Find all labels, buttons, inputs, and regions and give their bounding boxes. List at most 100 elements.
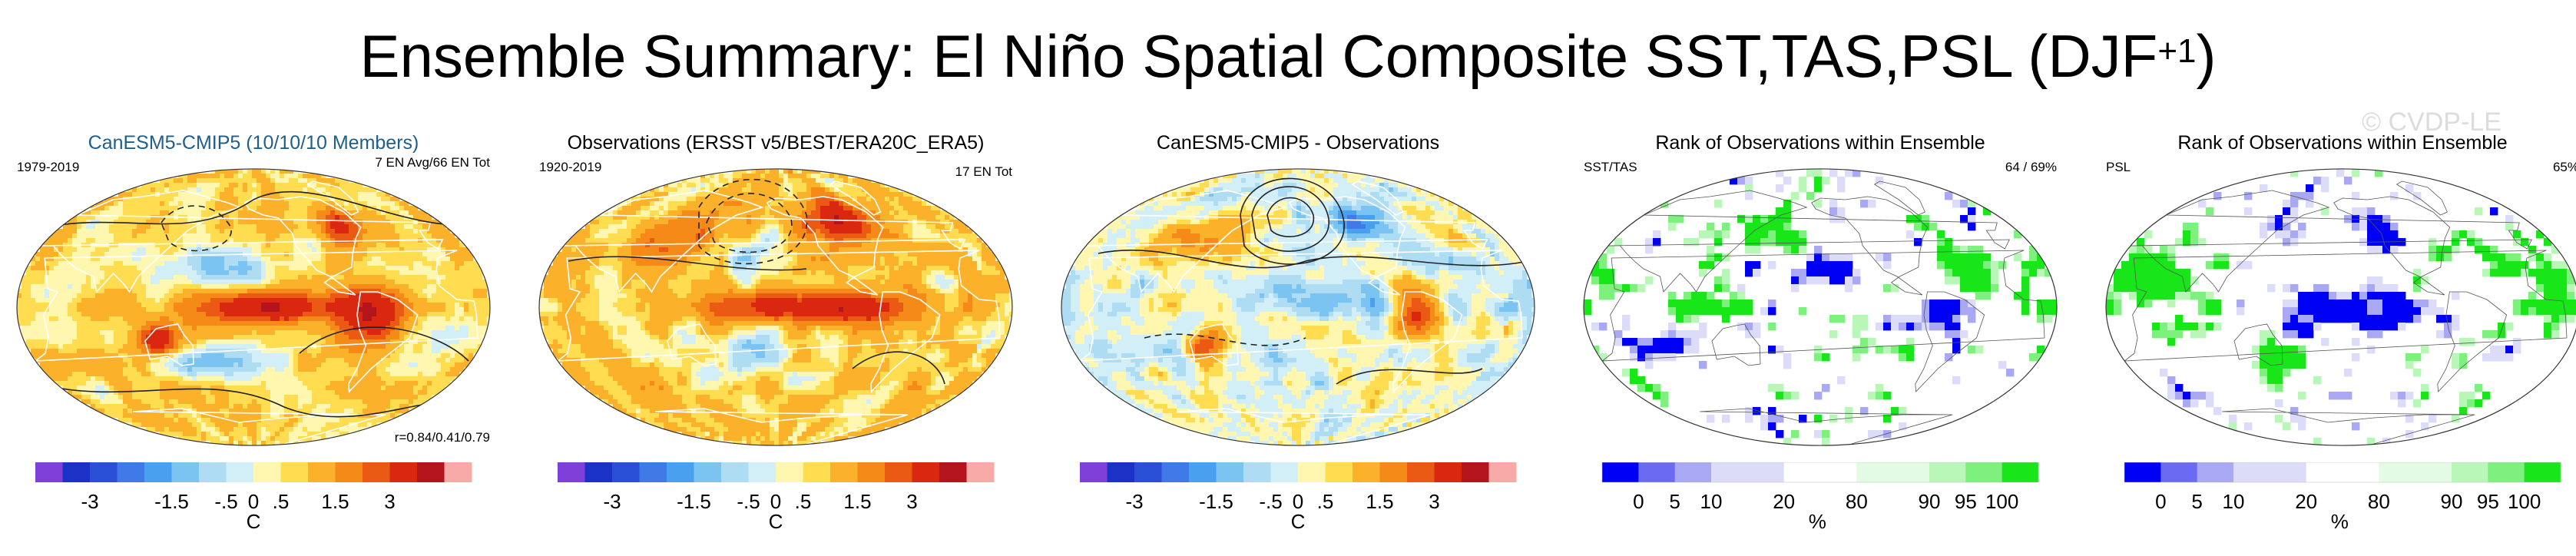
- colorbar-box: [1434, 462, 1462, 482]
- figure-title-main: Ensemble Summary: El Niño Spatial Compos…: [359, 22, 2158, 90]
- colorbar-box: [830, 462, 858, 482]
- colorbar-box: [721, 462, 749, 482]
- colorbar-unit: C: [1291, 510, 1306, 531]
- colorbar-box: [117, 462, 145, 482]
- colorbar-tick-label: -1.5: [154, 490, 189, 513]
- map: [1583, 168, 2058, 446]
- figure-title-close: ): [2196, 22, 2217, 90]
- colorbar-box: [335, 462, 363, 482]
- rank-percent-label: 64 / 69%: [2005, 160, 2057, 174]
- colorbar-tick-label: 90: [2441, 490, 2463, 513]
- colorbar-box: [558, 462, 585, 482]
- colorbar-box: [1820, 462, 1857, 482]
- colorbar-box: [2002, 462, 2039, 482]
- watermark: © CVDP-LE: [2362, 108, 2502, 137]
- colorbar-box: [857, 462, 886, 482]
- colorbar-box: [912, 462, 940, 482]
- panel-title: CanESM5-CMIP5 (10/10/10 Members): [88, 132, 419, 154]
- variable-label: SST/TAS: [1584, 160, 1637, 174]
- colorbar-box: [584, 462, 613, 482]
- colorbar-tick-label: 3: [384, 490, 395, 513]
- colorbar-box: [1107, 462, 1135, 482]
- colorbar-box: [1243, 462, 1271, 482]
- colorbar: 0 5 10 20 80 90 95 100%: [1601, 462, 2039, 531]
- colorbar-box: [1638, 462, 1676, 482]
- colorbar-box: [90, 462, 118, 482]
- colorbar-tick-label: 95: [1955, 490, 1977, 513]
- colorbar-box: [1407, 462, 1435, 482]
- colorbar-tick-label: -3: [603, 490, 621, 513]
- colorbar-box: [1379, 462, 1408, 482]
- colorbar-unit: %: [2331, 510, 2349, 531]
- colorbar-box: [1488, 462, 1517, 482]
- colorbar-tick-label: 100: [1985, 490, 2018, 513]
- colorbar-tick-label: 90: [1919, 490, 1941, 513]
- colorbar-box: [389, 462, 418, 482]
- panel-title: Observations (ERSST v5/BEST/ERA20C_ERA5): [567, 132, 985, 154]
- colorbar-tick-label: 0: [1293, 490, 1303, 513]
- map: [1061, 168, 1535, 446]
- colorbar-box: [1602, 462, 1639, 482]
- panel-difference: CanESM5-CMIP5 - Observations -3 -1.5 -.5 0.…: [1052, 132, 1544, 531]
- colorbar-box: [939, 462, 967, 482]
- map: [538, 168, 1013, 446]
- period-label: 1979-2019: [17, 160, 80, 174]
- colorbar-tick-label: 80: [2368, 490, 2390, 513]
- panel-title: CanESM5-CMIP5 - Observations: [1156, 132, 1440, 154]
- event-count-label: 17 EN Tot: [955, 164, 1012, 179]
- colorbar-tick-label: -1.5: [677, 490, 711, 513]
- colorbar-tick-label: 3: [1429, 490, 1439, 513]
- colorbar: -3 -1.5 -.5 0 .5 1.5 3 C: [35, 462, 472, 531]
- colorbar-box: [748, 462, 776, 482]
- colorbar-box: [667, 462, 694, 482]
- colorbar-tick-label: 1.5: [1366, 490, 1393, 513]
- colorbar-box: [2343, 462, 2379, 482]
- panel-observations: Observations (ERSST v5/BEST/ERA20C_ERA5)…: [530, 132, 1021, 531]
- colorbar-box: [2452, 462, 2488, 482]
- colorbar-tick-label: -1.5: [1199, 490, 1233, 513]
- panel-rank-psl: Rank of Observations within Ensemble PSL…: [2097, 132, 2576, 531]
- colorbar-box: [417, 462, 445, 482]
- colorbar-tick-label: 0: [770, 490, 781, 513]
- colorbar-box: [280, 462, 309, 482]
- colorbar-box: [1856, 462, 1930, 482]
- colorbar-box: [2488, 462, 2525, 482]
- colorbar-box: [966, 462, 995, 482]
- colorbar-tick-label: 5: [1669, 490, 1680, 513]
- colorbar-box: [35, 462, 63, 482]
- colorbar-box: [1080, 462, 1108, 482]
- panel-model: CanESM5-CMIP5 (10/10/10 Members) 1979-20…: [8, 132, 499, 531]
- colorbar-tick-label: -.5: [737, 490, 760, 513]
- colorbar-box: [2124, 462, 2161, 482]
- colorbar-box: [885, 462, 912, 482]
- colorbar-tick-label: 20: [1773, 490, 1795, 513]
- colorbar-box: [1353, 462, 1380, 482]
- colorbar-tick-label: 10: [2223, 490, 2245, 513]
- colorbar-tick-label: .5: [795, 490, 812, 513]
- colorbar-unit: %: [1809, 510, 1826, 531]
- colorbar-box: [2524, 462, 2561, 482]
- colorbar-tick-label: 0: [1633, 490, 1644, 513]
- colorbar-tick-label: -3: [1125, 490, 1143, 513]
- colorbar-box: [694, 462, 722, 482]
- colorbar-box: [776, 462, 803, 482]
- correlation-label: r=0.84/0.41/0.79: [394, 430, 490, 445]
- panel-title: Rank of Observations within Ensemble: [2177, 132, 2508, 154]
- panel-rank-sst-tas: Rank of Observations within Ensemble SST…: [1574, 132, 2066, 531]
- colorbar-box: [226, 462, 254, 482]
- colorbar-box: [444, 462, 472, 482]
- colorbar: -3 -1.5 -.5 0 .5 1.5 3 C: [558, 462, 995, 531]
- colorbar-box: [1189, 462, 1217, 482]
- colorbar-tick-label: 100: [2508, 490, 2541, 513]
- colorbar-box: [2160, 462, 2198, 482]
- rank-percent-label: 65%: [2552, 160, 2576, 174]
- colorbar-tick-label: .5: [1317, 490, 1334, 513]
- map: [16, 168, 491, 446]
- figure-title-superscript: +1: [2157, 32, 2197, 70]
- colorbar-box: [1161, 462, 1190, 482]
- colorbar: -3 -1.5 -.5 0 .5 1.5 3 C: [1080, 462, 1517, 531]
- colorbar-box: [1325, 462, 1353, 482]
- colorbar-tick-label: .5: [273, 490, 290, 513]
- colorbar-box: [199, 462, 227, 482]
- colorbar-box: [2379, 462, 2452, 482]
